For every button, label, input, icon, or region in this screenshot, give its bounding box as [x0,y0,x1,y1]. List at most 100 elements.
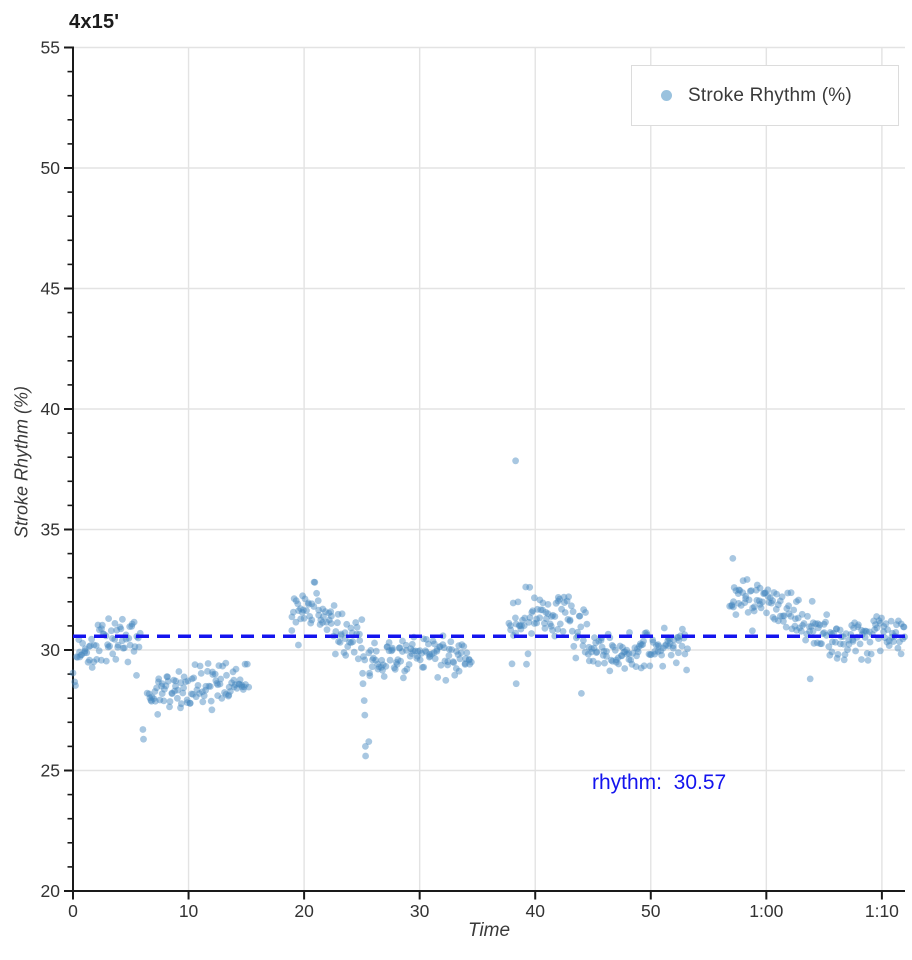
scatter-point [539,606,546,614]
scatter-point [162,682,170,690]
scatter-point [90,658,98,666]
y-tick-label: 35 [41,520,60,540]
scatter-point [765,599,773,606]
scatter-point [840,656,848,664]
scatter-point [755,597,763,605]
scatter-point [528,630,535,637]
scatter-point [365,649,373,657]
scatter-point [858,656,865,663]
scatter-point [852,647,859,655]
scatter-point [84,658,92,666]
scatter-point [340,649,348,656]
scatter-point [319,619,326,626]
scatter-point [614,654,622,662]
scatter-point [854,623,862,631]
scatter-point [148,693,156,701]
scatter-point [519,616,526,624]
scatter-point [603,648,610,655]
scatter-point [238,681,246,689]
scatter-point [214,681,222,689]
scatter-point [370,654,377,662]
scatter-point [158,690,166,697]
scatter-point [861,634,869,641]
scatter-point [742,595,749,602]
scatter-point [782,623,790,631]
scatter-point [467,658,475,666]
scatter-point [303,607,310,614]
scatter-point [747,587,755,594]
scatter-point [308,616,316,624]
scatter-point [222,659,230,667]
scatter-point [361,656,369,664]
scatter-point [848,622,856,629]
scatter-point [320,613,327,620]
scatter-point [606,667,614,675]
scatter-point [192,693,200,701]
scatter-point [507,626,514,634]
scatter-point [593,648,601,656]
scatter-point [392,659,400,666]
scatter-point [230,683,238,691]
scatter-point [372,647,380,655]
scatter-point [772,605,780,613]
x-tick-label: 20 [294,901,314,921]
scatter-point [556,620,564,628]
scatter-point [322,608,329,616]
scatter-point [223,671,230,679]
scatter-point [214,692,222,699]
scatter-point [623,646,631,654]
scatter-point [549,626,556,634]
scatter-point [536,614,544,622]
scatter-point [128,622,136,630]
scatter-point [666,640,674,647]
scatter-point [741,599,749,606]
scatter-point [795,596,802,604]
scatter-point [114,641,122,649]
scatter-point [876,647,884,655]
scatter-point [777,612,784,620]
scatter-point [430,649,438,656]
scatter-point [325,609,333,617]
scatter-point [597,637,605,644]
scatter-point [189,690,197,698]
y-tick-label: 55 [41,38,60,58]
scatter-point [154,711,162,718]
scatter-point [241,660,249,668]
scatter-point [539,599,547,607]
scatter-point [300,615,308,622]
scatter-point [178,700,185,708]
scatter-point [808,623,815,630]
scatter-point [439,641,447,649]
scatter-point [196,662,204,670]
scatter-point [569,608,577,616]
scatter-point [615,660,622,668]
scatter-point [422,647,429,655]
scatter-point [752,586,760,594]
scatter-point [894,644,902,652]
scatter-point [155,678,162,686]
scatter-point [353,623,361,631]
scatter-point [773,590,780,598]
scatter-point [207,697,215,705]
scatter-point [867,650,875,658]
scatter-point [225,691,233,699]
scatter-point [878,614,885,622]
scatter-point [448,646,455,653]
scatter-point [739,589,747,596]
scatter-point [347,624,355,632]
scatter-point [621,665,629,672]
scatter-point [399,637,406,645]
scatter-point [338,610,346,618]
mean-value-annotation: rhythm: 30.57 [592,771,727,794]
scatter-point [757,604,765,612]
scatter-point [408,650,416,657]
scatter-point [433,647,441,655]
scatter-point [554,597,562,605]
scatter-point [126,641,134,649]
scatter-point [227,688,234,695]
scatter-point [871,626,878,633]
scatter-point [826,651,834,659]
scatter-point-outlier [512,457,519,465]
scatter-point [332,650,339,658]
scatter-point [533,619,540,627]
